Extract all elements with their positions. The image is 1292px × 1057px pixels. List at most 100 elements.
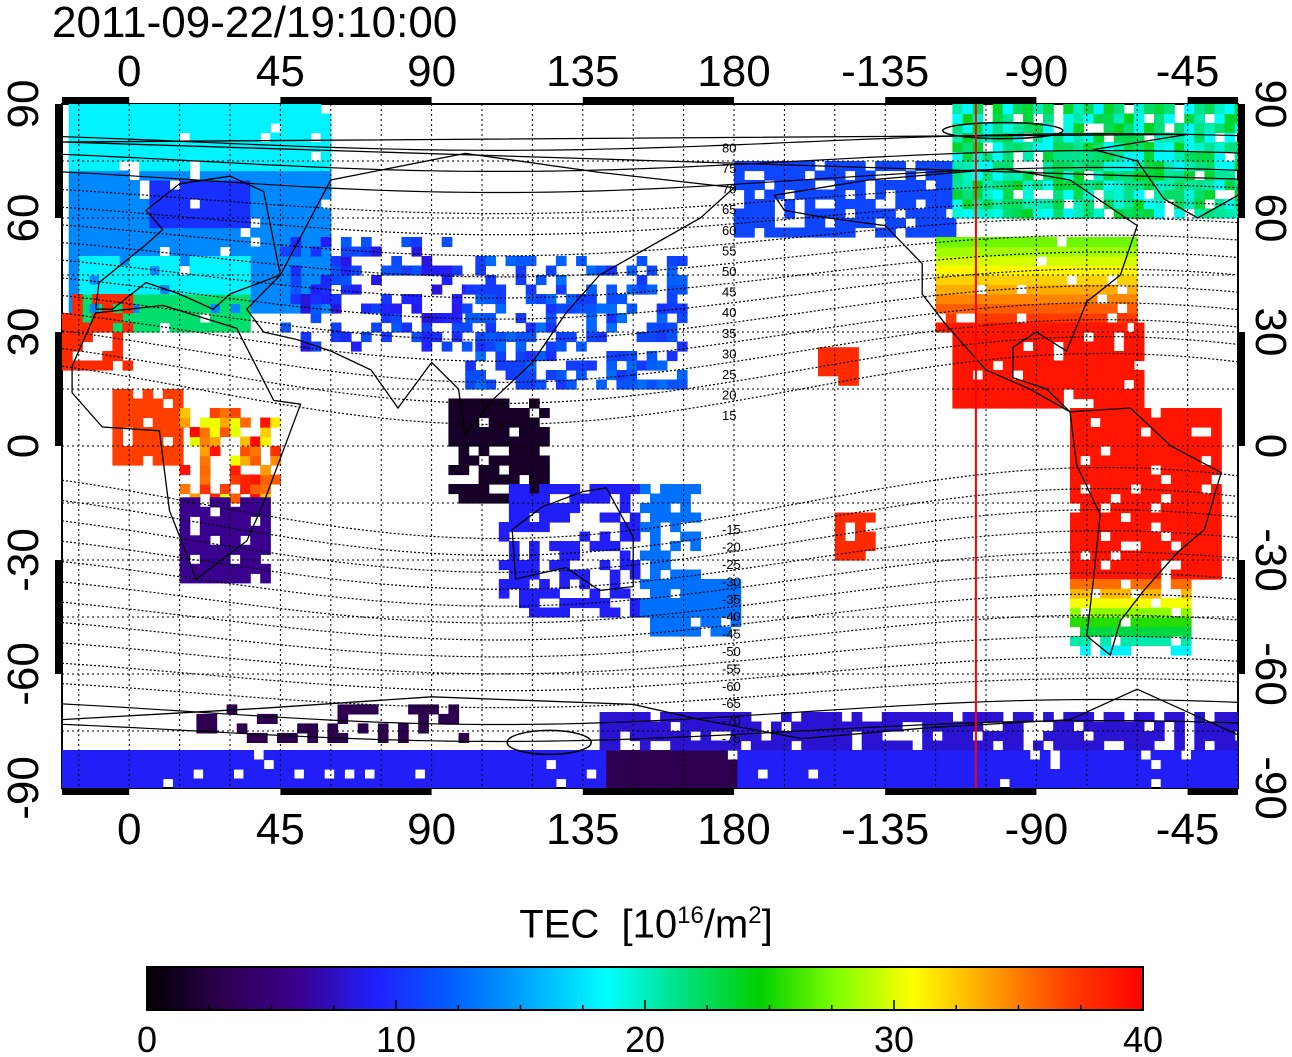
tec-cell bbox=[767, 750, 779, 761]
tec-cell bbox=[1103, 721, 1115, 732]
tec-cell bbox=[1127, 284, 1138, 295]
tec-cell bbox=[1180, 522, 1192, 533]
tec-cell bbox=[250, 104, 261, 115]
tec-cell bbox=[1164, 189, 1175, 200]
tec-cell bbox=[939, 778, 950, 788]
tec-cell bbox=[549, 541, 560, 552]
tec-cell bbox=[508, 522, 520, 533]
tec-cell bbox=[351, 246, 362, 257]
contour-label: 65 bbox=[722, 202, 736, 217]
tec-cell bbox=[1086, 294, 1098, 305]
tec-cell bbox=[139, 218, 150, 229]
tec-cell bbox=[801, 731, 812, 742]
tec-cell bbox=[1076, 275, 1088, 286]
tec-cell bbox=[1211, 569, 1222, 580]
tec-cell bbox=[519, 408, 530, 419]
tec-cell bbox=[219, 256, 231, 267]
tec-cell bbox=[1096, 237, 1108, 248]
tec-cell bbox=[1123, 740, 1135, 751]
tec-cell bbox=[606, 360, 617, 371]
tec-cell bbox=[690, 569, 701, 580]
tec-cell bbox=[1026, 256, 1037, 267]
tec-cell bbox=[300, 275, 312, 286]
tec-cell bbox=[707, 778, 718, 788]
tec-cell bbox=[196, 713, 208, 724]
tec-cell bbox=[1191, 750, 1202, 761]
tec-cell bbox=[1100, 522, 1111, 533]
tec-cell bbox=[129, 208, 140, 219]
tec-cell bbox=[1073, 712, 1085, 723]
tec-cell bbox=[159, 113, 171, 124]
tec-cell bbox=[159, 256, 171, 267]
tec-cell bbox=[855, 180, 866, 191]
tec-cell bbox=[310, 246, 322, 257]
tec-cell bbox=[1180, 427, 1192, 438]
tec-cell bbox=[1214, 170, 1226, 181]
tec-cell bbox=[1059, 750, 1071, 761]
tec-cell bbox=[219, 265, 231, 276]
tec-cell bbox=[935, 246, 947, 257]
tec-cell bbox=[68, 275, 80, 286]
tec-cell bbox=[384, 778, 396, 788]
tec-cell bbox=[1191, 493, 1202, 504]
tec-cell bbox=[1043, 332, 1054, 343]
tec-cell bbox=[139, 123, 150, 134]
tec-cell bbox=[1224, 104, 1236, 115]
tec-cell bbox=[962, 142, 974, 153]
tec-cell bbox=[280, 227, 292, 238]
tec-cell bbox=[1180, 579, 1192, 590]
tec-cell bbox=[1160, 446, 1172, 457]
tec-cell bbox=[1023, 151, 1034, 162]
tec-cell bbox=[498, 474, 510, 485]
tec-cell bbox=[1023, 370, 1034, 381]
tec-cell bbox=[92, 778, 103, 788]
tec-cell bbox=[975, 322, 987, 333]
tec-cell bbox=[1090, 769, 1101, 780]
tec-cell bbox=[1170, 645, 1182, 656]
tec-cell bbox=[451, 294, 463, 305]
tec-cell bbox=[1184, 161, 1195, 172]
tec-cell bbox=[821, 721, 833, 732]
tec-cell bbox=[253, 759, 265, 770]
top-lon-label: 45 bbox=[256, 47, 305, 96]
tec-cell bbox=[310, 208, 322, 219]
tec-cell bbox=[219, 544, 231, 555]
tec-cell bbox=[1033, 379, 1044, 390]
tec-cell bbox=[1123, 123, 1135, 134]
tec-cell bbox=[149, 256, 161, 267]
tec-cell bbox=[1224, 740, 1236, 751]
tec-cell bbox=[848, 356, 859, 367]
tec-cell bbox=[787, 750, 799, 761]
tec-cell bbox=[619, 712, 631, 723]
tec-cell bbox=[646, 778, 658, 788]
tec-cell bbox=[344, 778, 355, 788]
tec-cell bbox=[169, 132, 181, 143]
tec-cell bbox=[1076, 237, 1088, 248]
tec-cell bbox=[945, 303, 957, 314]
tec-cell bbox=[626, 778, 638, 788]
tec-cell bbox=[250, 497, 261, 508]
top-lon-label: 90 bbox=[407, 47, 456, 96]
tec-cell bbox=[1100, 512, 1111, 523]
tec-cell bbox=[508, 569, 520, 580]
tec-cell bbox=[465, 370, 476, 381]
tec-cell bbox=[1043, 132, 1054, 143]
tec-cell bbox=[650, 598, 661, 609]
tec-cell bbox=[1006, 265, 1017, 276]
tec-cell bbox=[1086, 256, 1098, 267]
tec-cell bbox=[62, 778, 73, 788]
tec-cell bbox=[1191, 484, 1202, 495]
tec-cell bbox=[78, 170, 90, 181]
tec-cell bbox=[1133, 151, 1145, 162]
tec-cell bbox=[1053, 189, 1064, 200]
tec-cell bbox=[1133, 208, 1145, 219]
tec-cell bbox=[626, 351, 638, 362]
tec-cell bbox=[1056, 256, 1068, 267]
tec-cell bbox=[219, 427, 231, 438]
tec-cell bbox=[1117, 322, 1128, 333]
tec-cell bbox=[1194, 142, 1205, 153]
tec-cell bbox=[179, 256, 191, 267]
tec-cell bbox=[256, 732, 268, 743]
tec-cell bbox=[139, 303, 150, 314]
tec-cell bbox=[119, 313, 130, 324]
